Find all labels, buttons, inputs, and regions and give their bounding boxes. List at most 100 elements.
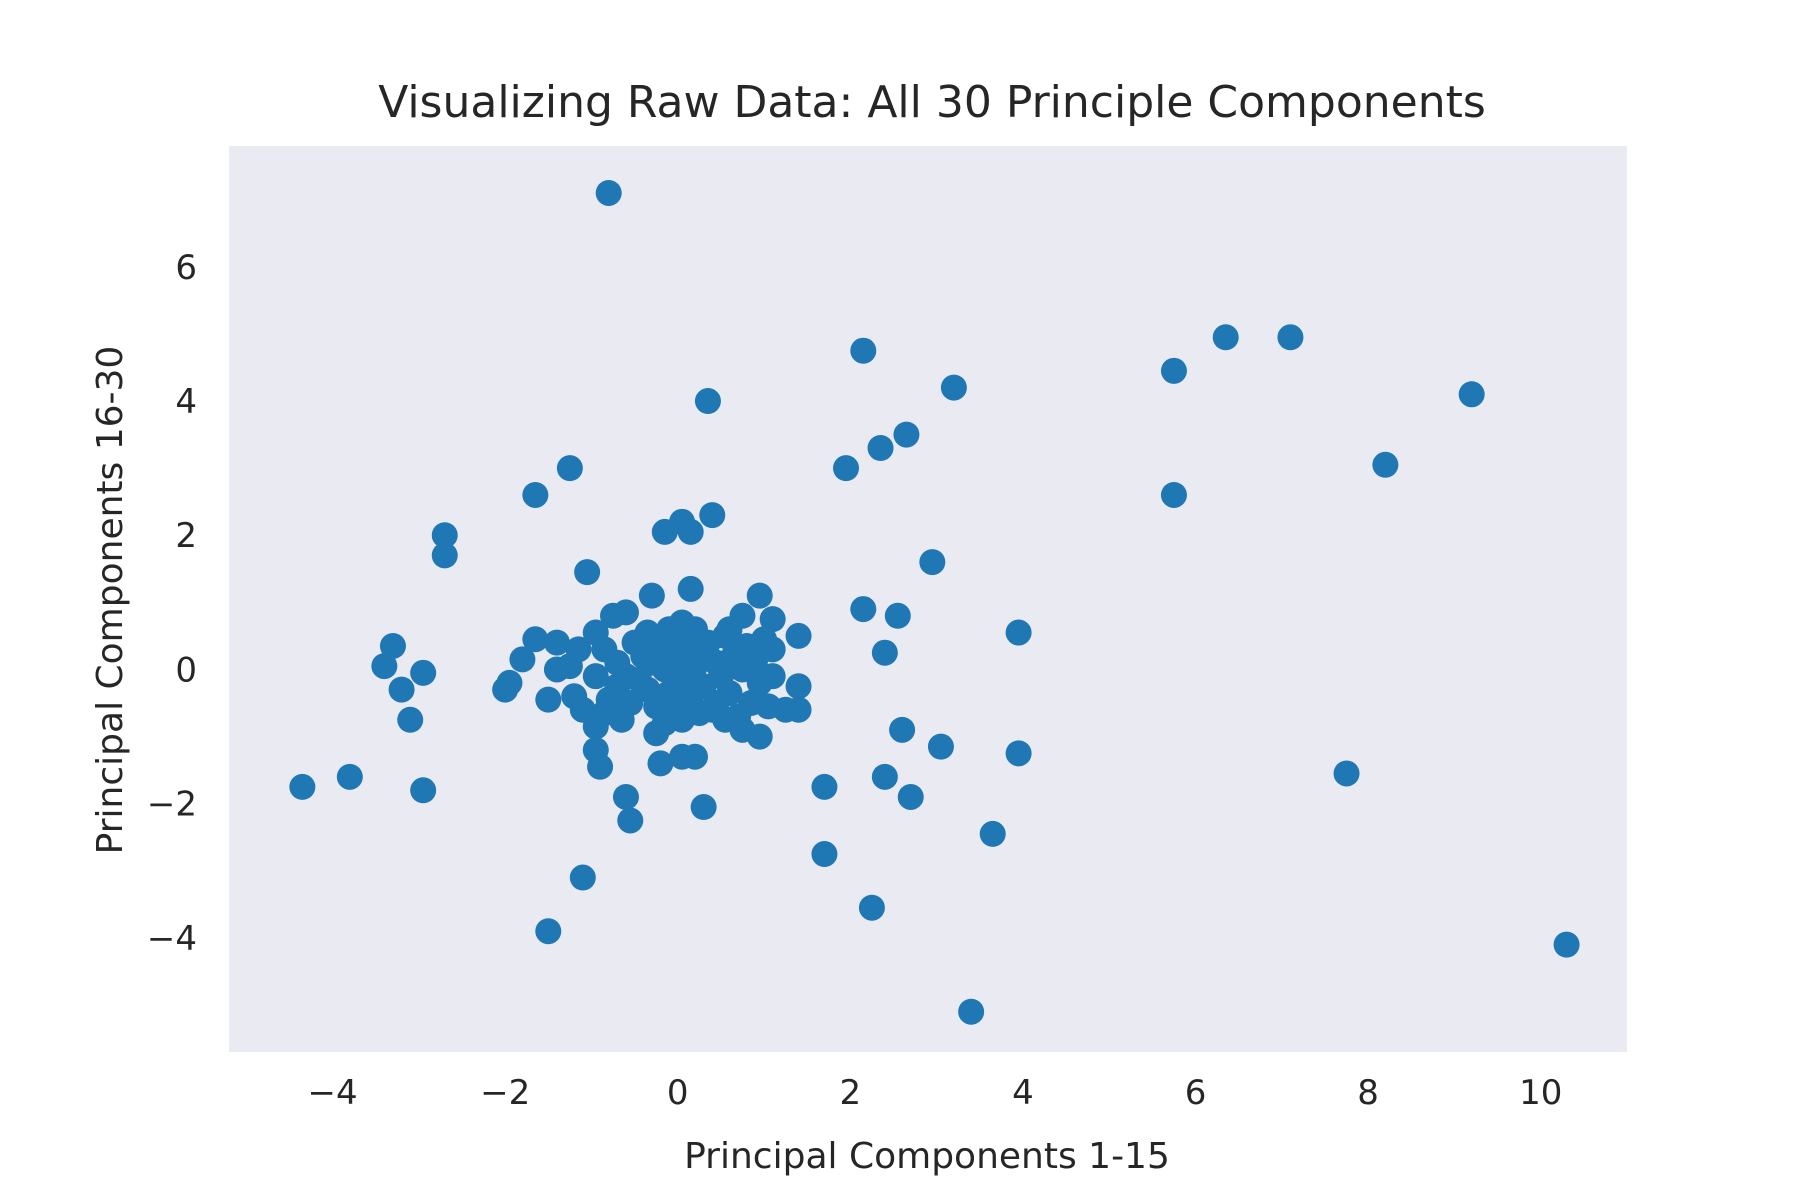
data-point: [410, 659, 437, 686]
data-point: [785, 673, 812, 700]
data-point: [759, 636, 786, 663]
data-point: [379, 632, 406, 659]
data-point: [617, 690, 644, 717]
data-point: [336, 763, 363, 790]
data-point: [1553, 931, 1580, 958]
scatter-points: [289, 179, 1580, 1025]
chart-title: Visualizing Raw Data: All 30 Principle C…: [378, 77, 1486, 128]
data-point: [927, 733, 954, 760]
data-point: [431, 542, 458, 569]
data-point: [522, 481, 549, 508]
data-point: [897, 783, 924, 810]
data-point: [958, 998, 985, 1025]
data-point: [677, 518, 704, 545]
x-tick-label: 8: [1357, 1073, 1379, 1113]
data-point: [1005, 740, 1032, 767]
data-point: [759, 606, 786, 633]
data-point: [625, 666, 652, 693]
data-point: [833, 455, 860, 482]
data-point: [850, 337, 877, 364]
data-point: [699, 502, 726, 529]
x-tick-label: 6: [1185, 1073, 1207, 1113]
data-point: [811, 773, 838, 800]
data-point: [677, 575, 704, 602]
data-point: [858, 894, 885, 921]
y-tick-label: 4: [175, 382, 197, 422]
data-point: [884, 602, 911, 629]
y-axis-ticks: −4 −2 0 2 4 6: [147, 248, 197, 959]
data-point: [690, 794, 717, 821]
data-point: [893, 421, 920, 448]
data-point: [410, 777, 437, 804]
data-point: [889, 716, 916, 743]
x-tick-label: −2: [480, 1073, 530, 1113]
y-tick-label: −4: [147, 919, 197, 959]
data-point: [289, 773, 316, 800]
data-point: [587, 753, 614, 780]
data-point: [371, 653, 398, 680]
x-tick-label: 4: [1012, 1073, 1034, 1113]
y-tick-label: 2: [175, 516, 197, 556]
data-point: [522, 626, 549, 653]
data-point: [1160, 357, 1187, 384]
plot-area: [229, 146, 1627, 1052]
data-point: [1372, 451, 1399, 478]
x-axis-label: Principal Components 1-15: [684, 1136, 1170, 1177]
data-point: [759, 663, 786, 690]
data-point: [1277, 324, 1304, 351]
data-point: [509, 646, 536, 673]
y-tick-label: 0: [175, 650, 197, 690]
x-tick-label: 2: [840, 1073, 862, 1113]
data-point: [431, 522, 458, 549]
data-point: [919, 549, 946, 576]
data-point: [638, 582, 665, 609]
data-point: [1333, 760, 1360, 787]
x-axis-ticks: −4 −2 0 2 4 6 8 10: [307, 1073, 1562, 1113]
data-point: [388, 676, 415, 703]
x-tick-label: 10: [1519, 1073, 1562, 1113]
x-tick-label: −4: [307, 1073, 357, 1113]
data-point: [556, 653, 583, 680]
data-point: [979, 820, 1006, 847]
data-point: [556, 455, 583, 482]
data-point: [871, 639, 898, 666]
data-point: [535, 918, 562, 945]
data-point: [647, 750, 674, 777]
data-point: [940, 374, 967, 401]
y-tick-label: 6: [175, 248, 197, 288]
data-point: [746, 582, 773, 609]
data-point: [600, 602, 627, 629]
data-point: [871, 763, 898, 790]
data-point: [543, 629, 570, 656]
data-point: [694, 388, 721, 415]
data-point: [850, 596, 877, 623]
data-point: [591, 700, 618, 727]
data-point: [682, 743, 708, 770]
data-point: [569, 864, 596, 891]
data-point: [716, 616, 743, 643]
data-point: [867, 435, 894, 461]
data-point: [397, 706, 424, 733]
x-tick-label: 0: [667, 1073, 689, 1113]
data-point: [1005, 619, 1032, 646]
data-point: [595, 179, 622, 206]
data-point: [574, 559, 601, 586]
data-point: [772, 696, 799, 723]
data-point: [617, 807, 644, 834]
data-point: [1160, 481, 1187, 508]
data-point: [535, 686, 562, 713]
data-point: [634, 619, 661, 646]
data-point: [811, 841, 838, 868]
data-point: [656, 616, 683, 643]
data-point: [492, 676, 519, 703]
data-point: [785, 622, 812, 649]
data-point: [643, 720, 670, 747]
y-tick-label: −2: [147, 785, 197, 825]
data-point: [1458, 381, 1485, 408]
data-point: [682, 616, 708, 643]
data-point: [582, 663, 609, 690]
data-point: [729, 716, 756, 743]
y-axis-label: Principal Components 16-30: [90, 346, 131, 855]
data-point: [1212, 324, 1239, 351]
